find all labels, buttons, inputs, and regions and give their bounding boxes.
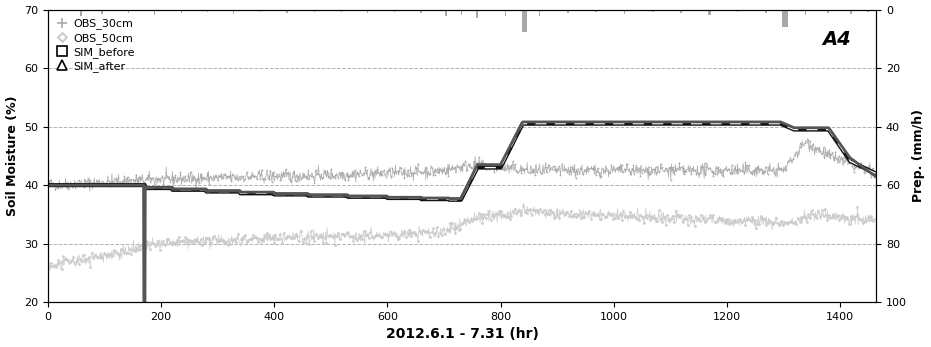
OBS_50cm [573,211,584,215]
SIM_before [394,196,405,200]
SIM_before [413,196,425,200]
SIM_after [870,174,881,178]
Legend: OBS_30cm, OBS_50cm, SIM_before, SIM_after: OBS_30cm, OBS_50cm, SIM_before, SIM_afte… [53,15,139,75]
SIM_before [519,121,530,126]
SIM_after [43,183,54,187]
Line: OBS_50cm: OBS_50cm [47,202,877,271]
Text: A4: A4 [823,30,851,49]
OBS_50cm [622,214,633,218]
OBS_50cm [413,224,425,228]
OBS_50cm [395,232,406,237]
Line: SIM_after: SIM_after [48,122,875,347]
OBS_50cm [518,204,529,208]
SIM_after [517,120,528,124]
OBS_30cm [518,168,529,172]
OBS_30cm [621,161,632,166]
SIM_before [870,171,881,176]
OBS_50cm [870,218,881,222]
OBS_30cm [803,136,814,141]
OBS_30cm [43,181,54,186]
SIM_after [204,189,215,193]
SIM_after [519,120,530,124]
OBS_50cm [45,268,56,272]
OBS_30cm [572,172,583,176]
OBS_30cm [84,189,95,193]
SIM_after [395,195,406,200]
SIM_after [573,120,584,124]
OBS_30cm [395,166,406,170]
SIM_before [573,121,584,126]
OBS_50cm [519,201,530,205]
SIM_before [204,189,215,194]
Y-axis label: Soil Moisture (%): Soil Moisture (%) [6,96,19,216]
OBS_30cm [204,176,215,180]
OBS_50cm [43,267,54,271]
X-axis label: 2012.6.1 - 7.31 (hr): 2012.6.1 - 7.31 (hr) [385,328,538,341]
OBS_30cm [413,170,425,174]
SIM_before [517,121,528,126]
SIM_after [622,120,633,124]
SIM_before [444,198,455,202]
Y-axis label: Prep. (mm/h): Prep. (mm/h) [912,109,925,202]
Line: OBS_30cm: OBS_30cm [47,137,877,193]
OBS_50cm [204,247,215,251]
OBS_30cm [870,174,881,178]
SIM_after [413,195,425,200]
SIM_before [622,121,633,126]
SIM_before [43,183,54,187]
Line: SIM_before: SIM_before [48,124,875,200]
